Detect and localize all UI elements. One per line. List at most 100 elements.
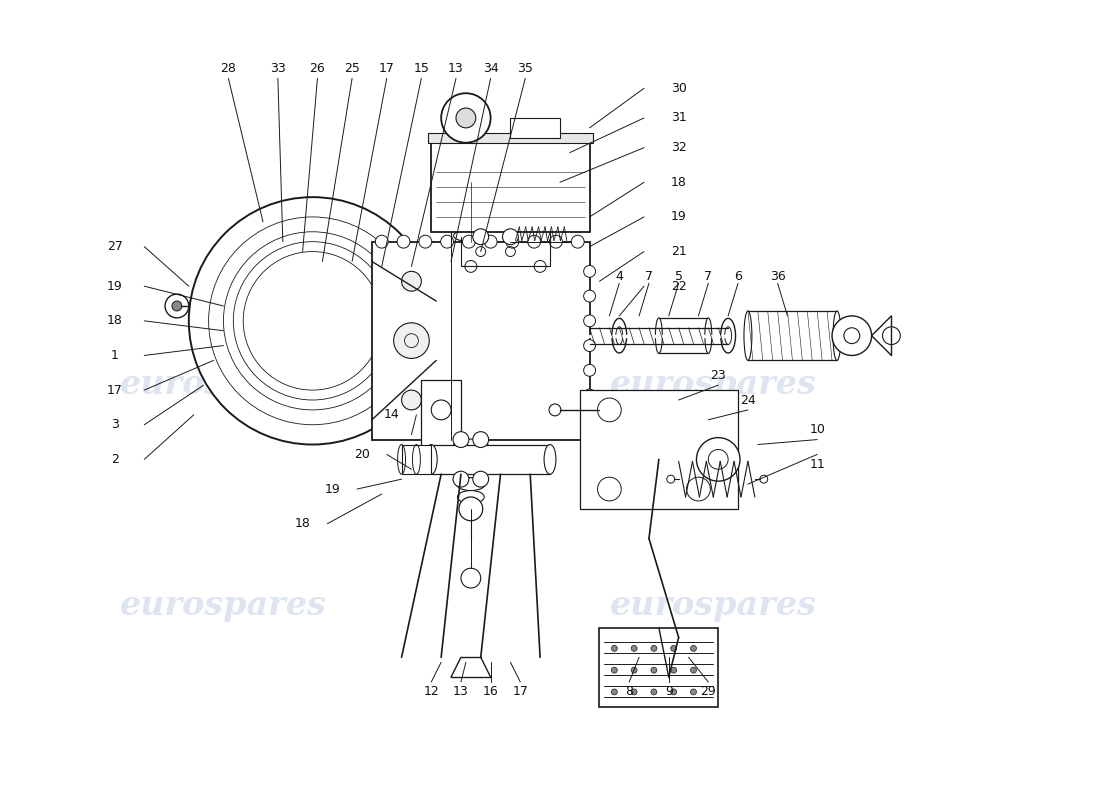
Circle shape — [584, 364, 595, 376]
Text: 28: 28 — [220, 62, 236, 75]
Ellipse shape — [456, 478, 485, 490]
Circle shape — [584, 266, 595, 278]
Text: 17: 17 — [107, 384, 122, 397]
Circle shape — [691, 667, 696, 673]
Circle shape — [691, 689, 696, 695]
Circle shape — [832, 316, 871, 355]
Circle shape — [431, 400, 451, 420]
Circle shape — [691, 646, 696, 651]
Circle shape — [671, 646, 676, 651]
Text: 35: 35 — [517, 62, 534, 75]
Circle shape — [462, 235, 475, 248]
Circle shape — [696, 438, 740, 481]
Circle shape — [394, 323, 429, 358]
Circle shape — [549, 404, 561, 416]
Circle shape — [528, 235, 540, 248]
Text: 6: 6 — [734, 270, 742, 283]
Text: 10: 10 — [810, 423, 825, 436]
Text: 17: 17 — [513, 686, 528, 698]
Circle shape — [584, 315, 595, 326]
Circle shape — [397, 235, 410, 248]
Text: 2: 2 — [111, 453, 119, 466]
Circle shape — [473, 471, 488, 487]
Ellipse shape — [744, 311, 752, 361]
Circle shape — [189, 197, 437, 445]
Text: eurospares: eurospares — [609, 590, 816, 622]
Circle shape — [441, 235, 453, 248]
Text: 7: 7 — [645, 270, 653, 283]
Ellipse shape — [656, 318, 662, 354]
Text: 13: 13 — [453, 686, 469, 698]
Text: 32: 32 — [671, 141, 686, 154]
Circle shape — [612, 667, 617, 673]
Circle shape — [584, 414, 595, 426]
Circle shape — [671, 689, 676, 695]
Text: 3: 3 — [111, 418, 119, 431]
Circle shape — [651, 689, 657, 695]
Text: 27: 27 — [107, 240, 122, 253]
Circle shape — [612, 646, 617, 651]
Text: eurospares: eurospares — [120, 590, 327, 622]
Circle shape — [461, 568, 481, 588]
Circle shape — [459, 497, 483, 521]
Circle shape — [584, 340, 595, 351]
Bar — [659, 318, 708, 354]
Text: 24: 24 — [740, 394, 756, 406]
Bar — [510, 118, 560, 138]
Ellipse shape — [426, 445, 437, 474]
Circle shape — [671, 667, 676, 673]
Ellipse shape — [455, 465, 486, 478]
Text: 12: 12 — [424, 686, 439, 698]
Text: 19: 19 — [671, 210, 686, 223]
Text: 29: 29 — [701, 686, 716, 698]
Text: 9: 9 — [664, 686, 673, 698]
Text: 20: 20 — [354, 448, 370, 461]
Text: 1: 1 — [111, 349, 119, 362]
Circle shape — [631, 689, 637, 695]
Circle shape — [484, 235, 497, 248]
Text: 14: 14 — [384, 408, 399, 422]
Circle shape — [612, 689, 617, 695]
Text: 7: 7 — [704, 270, 713, 283]
Bar — [600, 628, 718, 706]
Bar — [431, 445, 550, 474]
Circle shape — [651, 667, 657, 673]
Ellipse shape — [454, 218, 487, 230]
Circle shape — [597, 477, 622, 501]
Circle shape — [631, 646, 637, 651]
Circle shape — [597, 398, 622, 422]
Bar — [421, 380, 461, 459]
Circle shape — [441, 94, 491, 142]
Circle shape — [571, 235, 584, 248]
Circle shape — [473, 432, 488, 447]
Text: 15: 15 — [414, 62, 429, 75]
Text: 23: 23 — [711, 369, 726, 382]
Bar — [600, 445, 718, 474]
Circle shape — [453, 471, 469, 487]
Ellipse shape — [705, 318, 712, 354]
Circle shape — [172, 301, 182, 311]
Bar — [580, 390, 738, 509]
Ellipse shape — [458, 490, 484, 503]
Circle shape — [473, 229, 488, 245]
Text: 18: 18 — [295, 517, 310, 530]
Circle shape — [375, 235, 388, 248]
Text: 17: 17 — [378, 62, 395, 75]
Ellipse shape — [833, 311, 840, 361]
Circle shape — [651, 646, 657, 651]
Text: 19: 19 — [107, 280, 122, 293]
Text: 34: 34 — [483, 62, 498, 75]
Circle shape — [584, 290, 595, 302]
Text: 18: 18 — [671, 176, 686, 189]
Bar — [431, 142, 590, 232]
Text: 18: 18 — [107, 314, 122, 327]
Circle shape — [503, 229, 518, 245]
Ellipse shape — [454, 452, 487, 465]
Text: 31: 31 — [671, 111, 686, 125]
Text: 22: 22 — [671, 280, 686, 293]
Ellipse shape — [612, 318, 627, 353]
Text: 11: 11 — [810, 458, 825, 471]
Bar — [402, 445, 431, 474]
Circle shape — [456, 108, 476, 128]
Text: 25: 25 — [344, 62, 360, 75]
